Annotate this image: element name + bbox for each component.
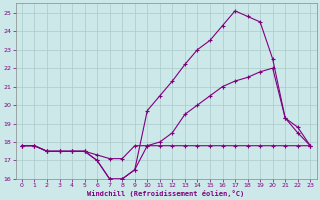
X-axis label: Windchill (Refroidissement éolien,°C): Windchill (Refroidissement éolien,°C) — [87, 190, 245, 197]
